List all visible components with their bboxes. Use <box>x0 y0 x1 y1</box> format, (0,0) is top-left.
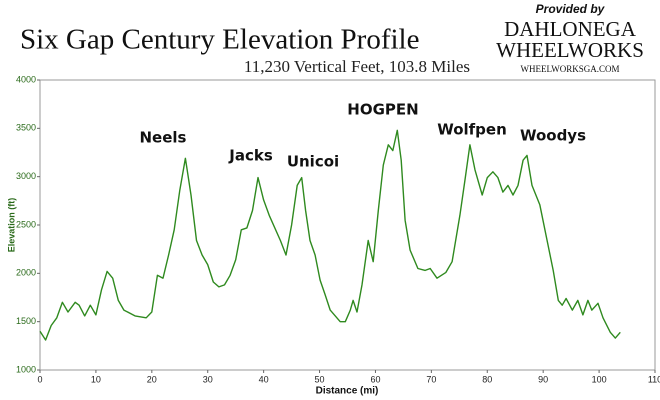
y-tick-label: 2000 <box>16 268 36 278</box>
x-tick-label: 50 <box>315 374 325 384</box>
annotation: Unicoi <box>287 153 339 171</box>
y-tick-label: 3500 <box>16 123 36 133</box>
annotation: Woodys <box>520 127 586 145</box>
elevation-line <box>39 129 621 341</box>
x-tick-label: 20 <box>147 374 157 384</box>
x-tick-label: 10 <box>91 374 101 384</box>
x-tick-label: 30 <box>203 374 213 384</box>
chart-subtitle: 11,230 Vertical Feet, 103.8 Miles <box>244 57 470 76</box>
x-axis-label: Distance (mi) <box>316 386 379 397</box>
y-tick-label: 1000 <box>16 364 36 374</box>
annotation: Jacks <box>228 147 273 165</box>
y-tick-label: 2500 <box>16 219 36 229</box>
logo-text: DAHLONEGA <box>504 17 637 41</box>
logo-text: WHEELWORKS <box>496 38 644 62</box>
x-tick-label: 40 <box>259 374 269 384</box>
y-tick-label: 3000 <box>16 171 36 181</box>
y-tick-label: 1500 <box>16 316 36 326</box>
x-tick-label: 90 <box>538 374 548 384</box>
logo-text: Provided by <box>536 2 606 16</box>
annotation: HOGPEN <box>347 101 418 119</box>
annotation: Neels <box>140 129 187 147</box>
x-tick-label: 0 <box>37 374 42 384</box>
y-axis-label: Elevation (ft) <box>6 198 16 253</box>
y-tick-label: 4000 <box>16 74 36 84</box>
x-tick-label: 80 <box>482 374 492 384</box>
chart-title: Six Gap Century Elevation Profile <box>20 24 420 56</box>
logo-text: WHEELWORKSGA.COM <box>520 64 619 74</box>
annotation: Wolfpen <box>437 121 507 139</box>
x-tick-label: 70 <box>426 374 436 384</box>
x-tick-label: 60 <box>370 374 380 384</box>
x-tick-label: 100 <box>592 374 607 384</box>
x-tick-label: 110 <box>648 374 660 384</box>
